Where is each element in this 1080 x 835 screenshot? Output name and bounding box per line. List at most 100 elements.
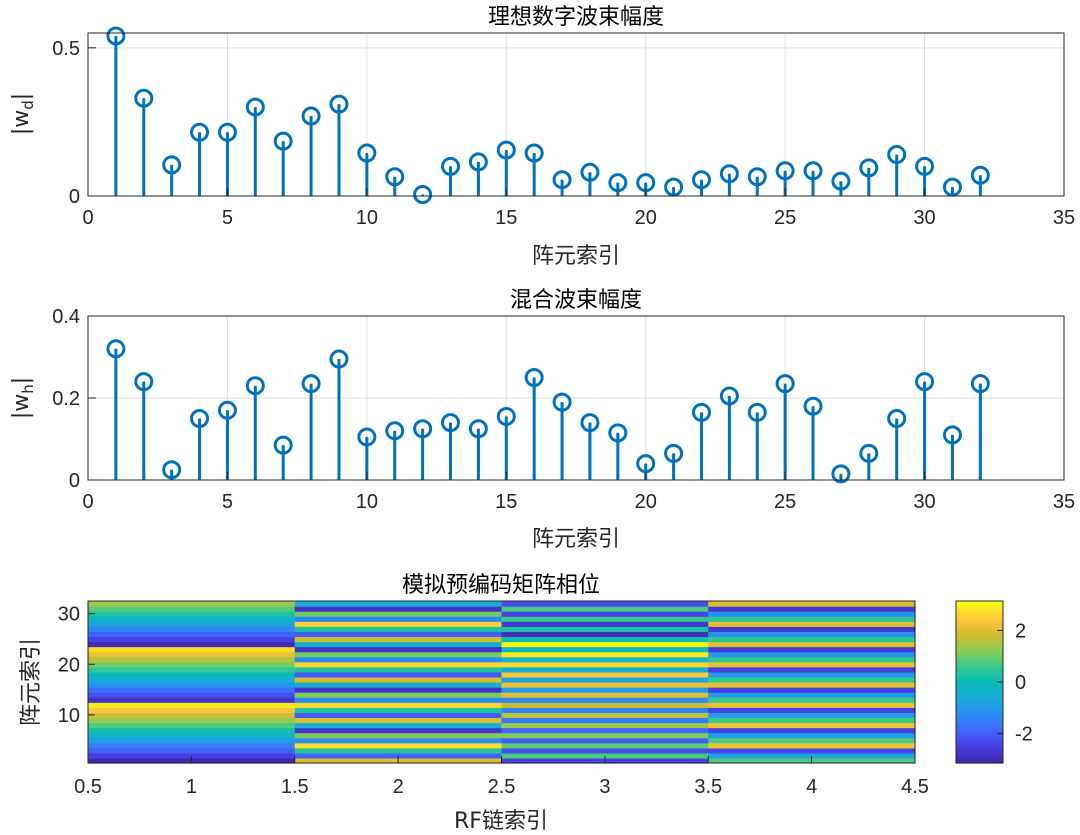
y-label-base: |w [9, 110, 34, 135]
colorbar-segment [956, 702, 1003, 705]
heatmap-cell [708, 747, 916, 754]
heatmap-cell [708, 697, 916, 703]
colorbar-segment [956, 619, 1003, 622]
heatmap-cell [88, 616, 296, 622]
heatmap-cell [88, 732, 296, 739]
x-tick-label: 2 [393, 776, 404, 798]
colorbar-segment [956, 631, 1003, 634]
colorbar-segment [956, 601, 1003, 604]
heatmap-cell [708, 682, 916, 688]
x-tick-label: 10 [356, 207, 378, 229]
heatmap-cell [501, 611, 709, 617]
colorbar-segment [956, 643, 1003, 647]
y-label-close: | [9, 93, 34, 100]
colorbar-segment [956, 651, 1003, 655]
stem-marker [580, 413, 600, 433]
heatmap-cell [88, 702, 296, 708]
stem-marker [942, 425, 962, 445]
colorbar-segment [956, 639, 1003, 643]
heatmap-cell [88, 752, 296, 759]
colorbar: -2 0 2 [955, 600, 1033, 764]
heatmap-cell [294, 752, 503, 759]
heatmap-cell [88, 712, 296, 719]
x-tick-label: 3 [599, 776, 610, 798]
colorbar-segment [956, 637, 1003, 641]
stem-marker [524, 143, 544, 163]
x-tick-label: 30 [913, 207, 935, 229]
heatmap-cell [88, 671, 296, 678]
colorbar-segment [956, 734, 1003, 738]
heatmap-cell [501, 747, 709, 754]
stem-marker [468, 419, 488, 439]
heatmap-cell [294, 616, 503, 622]
colorbar-segment [956, 718, 1003, 722]
colorbar-segment [956, 609, 1003, 612]
x-tick-label: 5 [222, 491, 233, 513]
stem-marker [245, 376, 265, 396]
heatmap-cell [501, 687, 709, 693]
heatmap-cell [708, 621, 916, 627]
colorbar-segment [956, 635, 1003, 639]
heatmap-cell [294, 671, 503, 678]
y-tick-label: 10 [58, 705, 80, 727]
colorbar-segment [956, 686, 1003, 689]
colorbar-segment [956, 714, 1003, 718]
heatmap-cell [294, 601, 503, 607]
colorbar-segment [956, 675, 1003, 679]
colorbar-segment [956, 732, 1003, 736]
colorbar-segment [956, 679, 1003, 683]
colorbar-segment [956, 760, 1003, 764]
stem-marker [217, 122, 237, 142]
stem-marker [273, 131, 293, 151]
heatmap-cell [294, 712, 503, 719]
heatmap-cell [708, 676, 916, 683]
heatmap-cell [708, 727, 916, 734]
colorbar-segment [956, 611, 1003, 614]
heatmap-cell [501, 737, 709, 744]
heatmap-cell [294, 732, 503, 739]
heatmap-cell [88, 687, 296, 693]
colorbar-segment [956, 730, 1003, 734]
x-tick-label: 15 [495, 491, 517, 513]
stem-marker [134, 372, 154, 392]
stem-series [106, 339, 990, 484]
axis-ticks: 0.5 1 1.5 2 2.5 3 3.5 4 4.5 10 20 30 [58, 604, 929, 798]
colorbar-segment [956, 736, 1003, 740]
colorbar-segment [956, 694, 1003, 697]
colorbar-segment [956, 657, 1003, 661]
heatmap-cell [501, 742, 709, 749]
heatmap-cell [501, 646, 709, 653]
heatmap-cell [501, 682, 709, 688]
stem-marker [915, 372, 935, 392]
stem-marker [552, 392, 572, 412]
chart-title: 模拟预编码矩阵相位 [402, 573, 600, 598]
x-axis-label: 阵元索引 [532, 244, 620, 269]
colorbar-segment [956, 625, 1003, 628]
x-tick-label: 3.5 [694, 776, 722, 798]
stem-marker [664, 443, 684, 463]
x-tick-label: 4.5 [901, 776, 929, 798]
x-tick-label: 0.5 [74, 776, 102, 798]
heatmap-cell [294, 631, 503, 638]
stem-marker [747, 167, 767, 187]
heatmap-cell [294, 742, 503, 749]
colorbar-segment [956, 752, 1003, 756]
colorbar-segment [956, 649, 1003, 653]
colorbar-segment [956, 744, 1003, 748]
stem-marker [441, 413, 461, 433]
stem-marker [942, 177, 962, 197]
stem-marker [887, 145, 907, 165]
heatmap-cell [88, 747, 296, 754]
heatmap-cell [501, 702, 709, 708]
heatmap-cell [88, 692, 296, 698]
x-tick-label: 5 [222, 207, 233, 229]
colorbar-tick-label: 2 [1015, 620, 1026, 642]
stem-marker [803, 396, 823, 416]
y-label-close: | [9, 377, 34, 384]
heatmap-cell [708, 722, 916, 729]
heatmap-cell [88, 697, 296, 703]
heatmap-cell [501, 707, 709, 713]
x-tick-label: 30 [913, 491, 935, 513]
colorbar-segment [956, 750, 1003, 754]
heatmap-cell [708, 752, 916, 759]
